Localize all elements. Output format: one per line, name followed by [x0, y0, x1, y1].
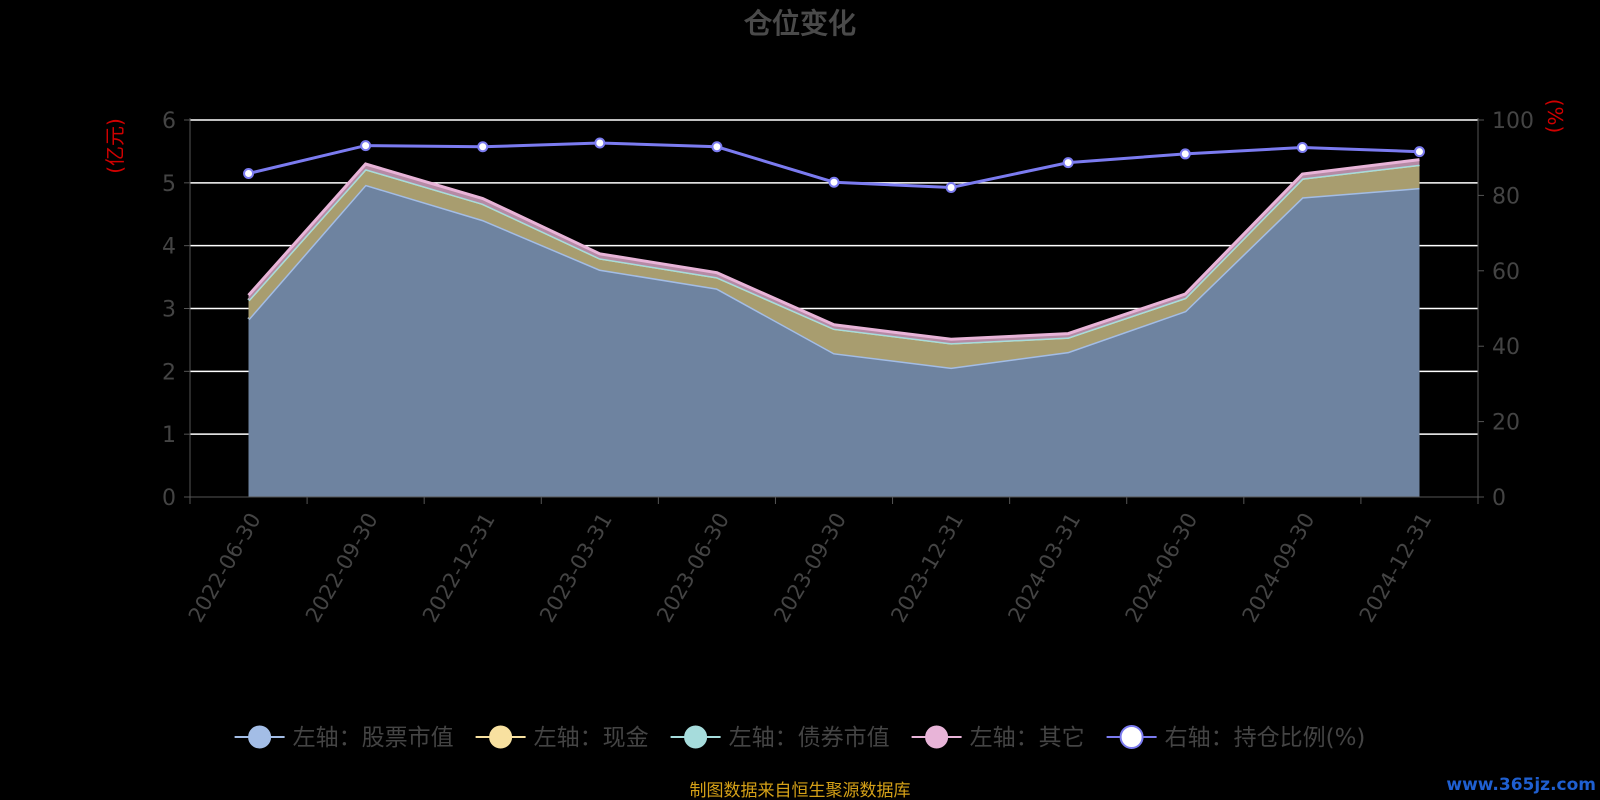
ratio-point — [594, 137, 606, 149]
right-axis-tick-label: 60 — [1492, 260, 1520, 285]
right-axis-tick-label: 100 — [1492, 109, 1534, 134]
ratio-point — [945, 181, 957, 193]
left-axis-tick-label: 2 — [162, 360, 176, 385]
left-axis-tick-label: 5 — [162, 172, 176, 197]
legend-label: 左轴：现金 — [534, 725, 649, 751]
x-axis-tick-label: 2024-09-30 — [1238, 509, 1320, 627]
ratio-point — [1413, 146, 1425, 158]
legend-marker — [248, 725, 272, 749]
stacked-areas — [247, 158, 1420, 497]
legend-item: 左轴：债券市值 — [670, 725, 890, 751]
legend-marker — [925, 725, 949, 749]
legend-label: 左轴：其它 — [970, 725, 1085, 751]
right-axis-tick-label: 0 — [1492, 486, 1506, 511]
area-band — [248, 159, 1420, 344]
legend-marker — [489, 725, 513, 749]
left-axis-unit: (亿元) — [103, 118, 127, 174]
x-axis-tick-label: 2022-09-30 — [301, 509, 383, 627]
x-axis-tick-label: 2024-12-31 — [1355, 509, 1437, 627]
ratio-point — [360, 140, 372, 152]
x-axis-tick-label: 2023-09-30 — [769, 509, 851, 627]
legend-label: 右轴：持仓比例(%) — [1165, 725, 1366, 751]
x-axis-tick-label: 2022-12-31 — [418, 509, 500, 627]
legend-item: 左轴：现金 — [475, 725, 649, 751]
chart-title: 仓位变化 — [744, 7, 856, 40]
legend-marker — [684, 725, 708, 749]
ratio-point — [1062, 157, 1074, 169]
area-band — [248, 184, 1420, 497]
area-edge-line — [247, 158, 1420, 341]
right-axis-tick-label: 80 — [1492, 184, 1520, 209]
ratio-point — [1296, 142, 1308, 154]
right-axis-tick-label: 40 — [1492, 335, 1520, 360]
ratio-point — [711, 141, 723, 153]
legend-marker — [1119, 725, 1144, 749]
left-axis-tick-label: 4 — [162, 235, 176, 260]
legend: 左轴：股票市值 左轴：现金 左轴：债券市值 左轴：其它 右轴：持仓比例(%) — [234, 725, 1366, 751]
x-axis-tick-label: 2024-06-30 — [1121, 509, 1203, 627]
x-axis-tick-label: 2023-03-31 — [535, 509, 617, 627]
ratio-point — [243, 168, 255, 180]
left-axis-tick-label: 0 — [162, 486, 176, 511]
left-axis-tick-label: 1 — [162, 423, 176, 448]
right-axis-unit: (%) — [1543, 99, 1567, 134]
legend-item: 左轴：股票市值 — [234, 725, 454, 751]
legend-label: 左轴：股票市值 — [293, 725, 454, 751]
right-axis-tick-label: 20 — [1492, 411, 1520, 436]
x-axis-tick-label: 2024-03-31 — [1003, 509, 1085, 627]
x-axis-tick-label: 2023-12-31 — [886, 509, 968, 627]
left-axis-tick-label: 6 — [162, 109, 176, 134]
area-band — [248, 164, 1420, 368]
ratio-point — [828, 176, 840, 188]
ratio-point — [477, 141, 489, 153]
x-axis-tick-label: 2022-06-30 — [184, 509, 266, 627]
ratio-line-series — [243, 137, 1425, 193]
x-axis-tick-label: 2023-06-30 — [652, 509, 734, 627]
data-source-note: 制图数据来自恒生聚源数据库 — [690, 781, 911, 800]
legend-item: 右轴：持仓比例(%) — [1106, 725, 1366, 751]
legend-label: 左轴：债券市值 — [729, 725, 890, 751]
left-axis-tick-label: 3 — [162, 298, 176, 323]
watermark: www.365jz.com — [1446, 775, 1596, 795]
ratio-point — [1179, 148, 1191, 160]
legend-item: 左轴：其它 — [911, 725, 1085, 751]
